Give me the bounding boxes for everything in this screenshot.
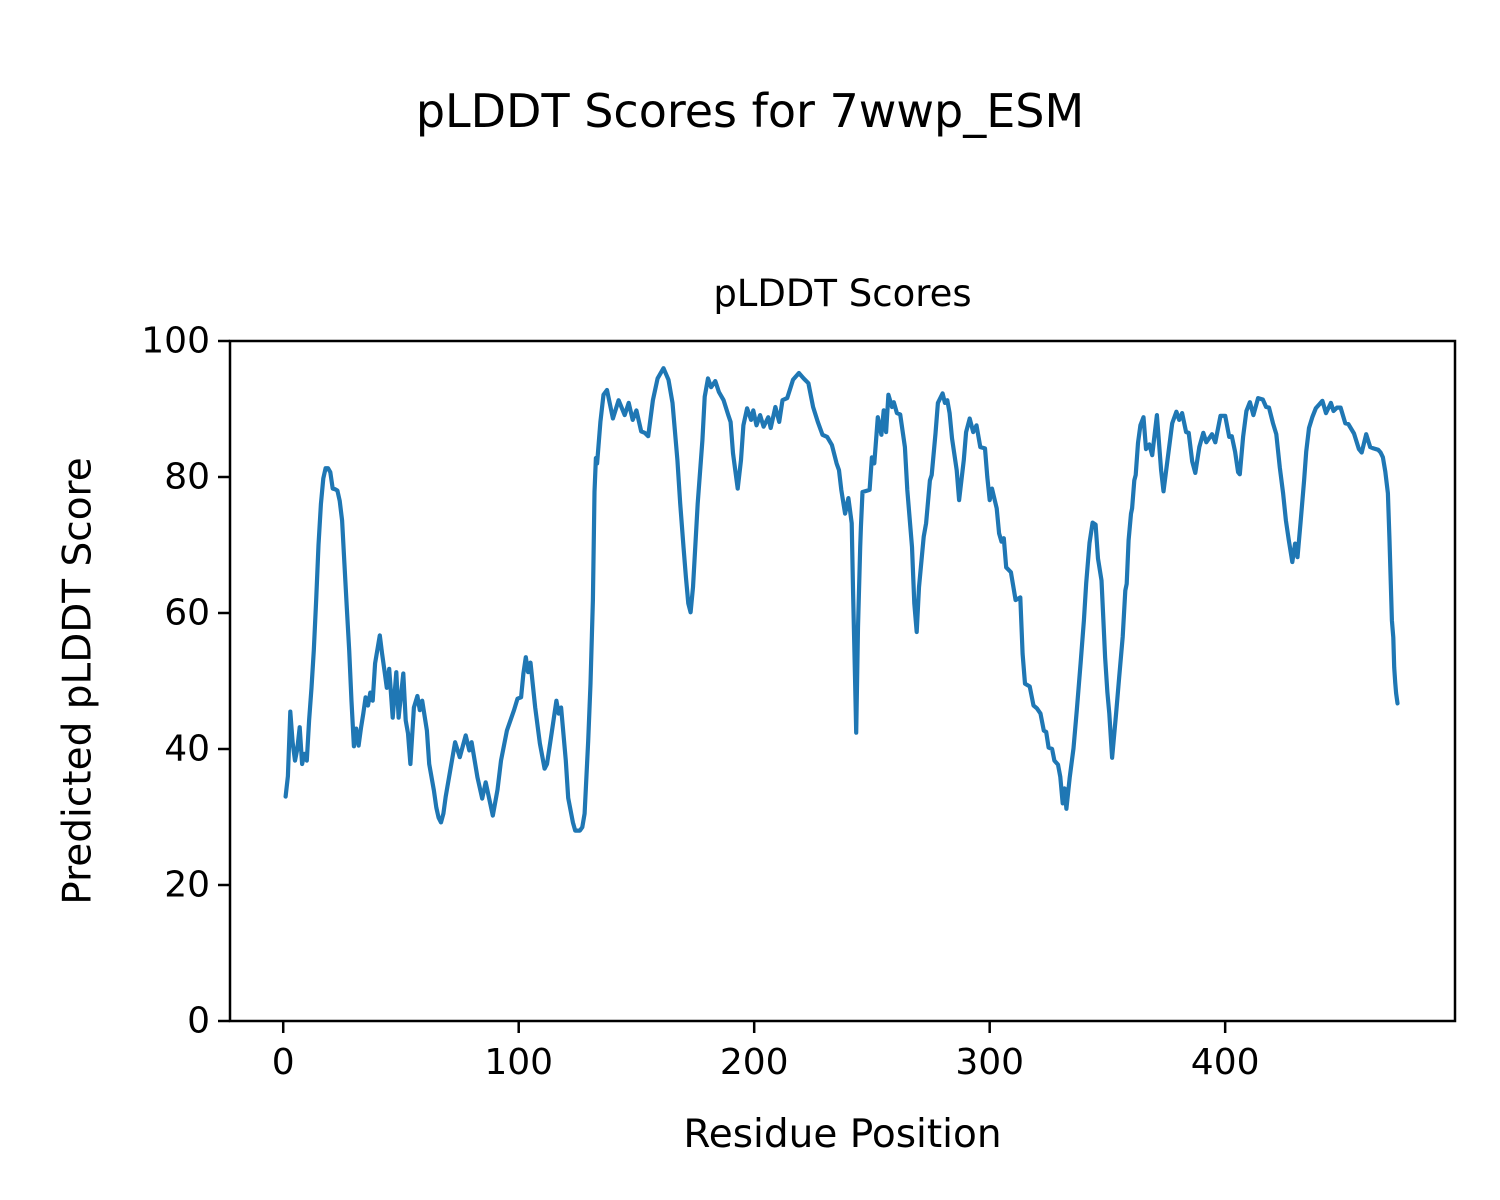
y-tick-label: 100 <box>141 320 210 362</box>
y-tick-label: 80 <box>164 456 210 498</box>
axes-title: pLDDT Scores <box>713 272 972 315</box>
y-tick-label: 40 <box>164 728 210 770</box>
y-axis-label: Predicted pLDDT Score <box>55 457 101 905</box>
x-tick-label: 400 <box>1190 1042 1260 1083</box>
y-tick-label: 20 <box>164 864 210 906</box>
figure-title: pLDDT Scores for 7wwp_ESM <box>415 84 1085 138</box>
x-tick-label: 100 <box>484 1042 554 1083</box>
y-tick-label: 60 <box>164 592 210 634</box>
x-tick-label: 0 <box>271 1042 295 1083</box>
pLDDT-line <box>283 366 1400 833</box>
tick-marks <box>218 339 1227 1033</box>
x-axis-label: Residue Position <box>683 1112 1002 1157</box>
axes-border <box>228 339 1457 1023</box>
x-tick-label: 200 <box>719 1042 789 1083</box>
y-tick-label: 0 <box>187 1000 210 1042</box>
x-tick-label: 300 <box>955 1042 1025 1083</box>
